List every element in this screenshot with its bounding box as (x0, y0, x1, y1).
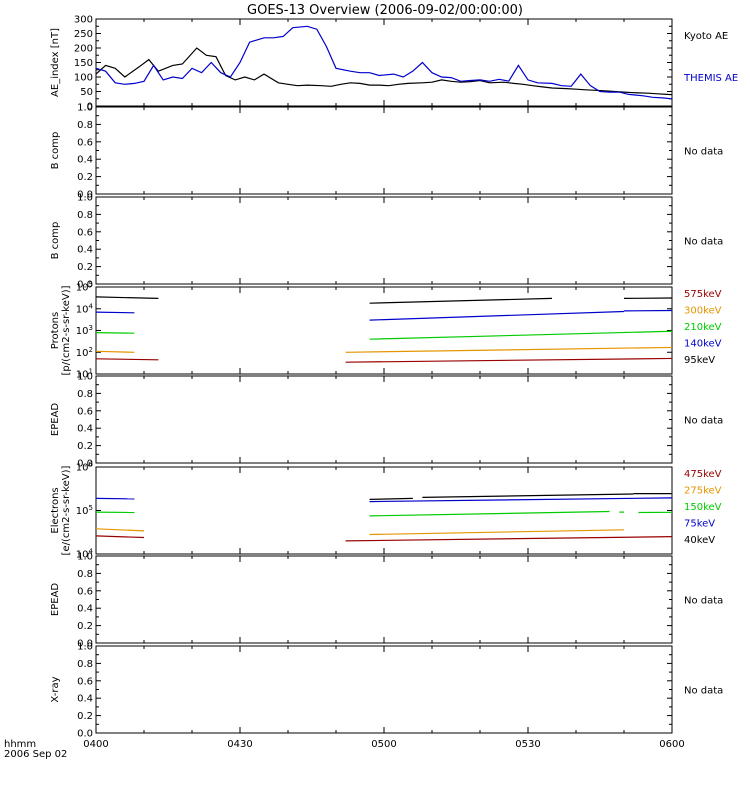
figure-title: GOES-13 Overview (2006-09-02/00:00:00) (247, 3, 523, 18)
legend-item: THEMIS AE (683, 73, 738, 84)
series-line-75kev (96, 498, 134, 499)
legend-item: 210keV (684, 322, 722, 333)
no-data-label: No data (684, 416, 723, 427)
legend-item: 95keV (684, 355, 715, 366)
legend-item: 300keV (684, 306, 722, 317)
x-tick-label: 0430 (227, 739, 252, 750)
y-tick-label: 150 (74, 58, 93, 69)
y-axis-label: B comp (50, 132, 61, 170)
y-tick-label: 0.4 (77, 604, 93, 615)
y-axis-units: [e/(cm2-s-sr-keV)] (61, 465, 72, 555)
x-tick-label: 0500 (371, 739, 396, 750)
legend-item: 275keV (684, 486, 722, 497)
no-data-label: No data (684, 686, 723, 697)
y-axis-label: B comp (50, 222, 61, 260)
legend-item: Kyoto AE (684, 31, 728, 42)
y-tick-label: 0.6 (77, 586, 93, 597)
y-tick-label: 0.2 (77, 262, 93, 273)
y-tick-label: 0.6 (77, 676, 93, 687)
y-tick-label: 300 (74, 15, 93, 26)
legend-item: 40keV (684, 535, 715, 546)
y-tick-label: 0.6 (77, 227, 93, 238)
y-tick-label: 0.6 (77, 137, 93, 148)
y-tick-label: 0.8 (77, 210, 93, 221)
y-tick-label: 0.4 (77, 245, 93, 256)
y-tick-label: 0.8 (77, 389, 93, 400)
y-tick-label: 250 (74, 29, 93, 40)
y-axis-label: X-ray (50, 676, 61, 702)
no-data-label: No data (684, 147, 723, 158)
x-tick-label: 0400 (83, 739, 108, 750)
y-tick-label: 1.0 (77, 103, 93, 114)
y-tick-label: 1.0 (77, 372, 93, 383)
y-tick-label: 0.0 (77, 729, 93, 740)
y-axis-label: EPEAD (50, 583, 61, 617)
y-axis-label: Protons (50, 312, 61, 349)
y-tick-label: 0.4 (77, 694, 93, 705)
y-axis-label: EPEAD (50, 403, 61, 437)
y-tick-label: 50 (80, 87, 93, 98)
legend-item: 75keV (684, 519, 715, 530)
y-tick-label: 0.4 (77, 155, 93, 166)
series-line-210kev (96, 333, 134, 334)
legend-item: 140keV (684, 339, 722, 350)
no-data-label: No data (684, 596, 723, 607)
y-tick-label: 0.8 (77, 659, 93, 670)
y-tick-label: 100 (74, 73, 93, 84)
y-axis-label: Electrons (50, 487, 61, 533)
y-tick-label: 1.0 (77, 552, 93, 563)
y-tick-label: 0.2 (77, 711, 93, 722)
x-tick-label: 0600 (659, 739, 684, 750)
y-tick-label: 200 (74, 44, 93, 55)
series-line-140kev (96, 312, 134, 313)
date-label: 2006 Sep 02 (4, 749, 67, 760)
y-tick-label: 0.2 (77, 441, 93, 452)
y-tick-label: 0.2 (77, 621, 93, 632)
no-data-label: No data (684, 237, 723, 248)
y-axis-label: AE_index [nT] (50, 28, 61, 97)
legend-item: 150keV (684, 502, 722, 513)
legend-item: 575keV (684, 289, 722, 300)
y-tick-label: 0.8 (77, 120, 93, 131)
legend-item: 475keV (684, 469, 722, 480)
y-axis-units: [p/(cm2-s-sr-keV)] (61, 285, 72, 375)
y-tick-label: 0.2 (77, 172, 93, 183)
y-tick-label: 0.8 (77, 569, 93, 580)
x-tick-label: 0530 (515, 739, 540, 750)
y-tick-label: 1.0 (77, 193, 93, 204)
y-tick-label: 0.4 (77, 424, 93, 435)
y-tick-label: 1.0 (77, 642, 93, 653)
y-tick-label: 0.6 (77, 406, 93, 417)
